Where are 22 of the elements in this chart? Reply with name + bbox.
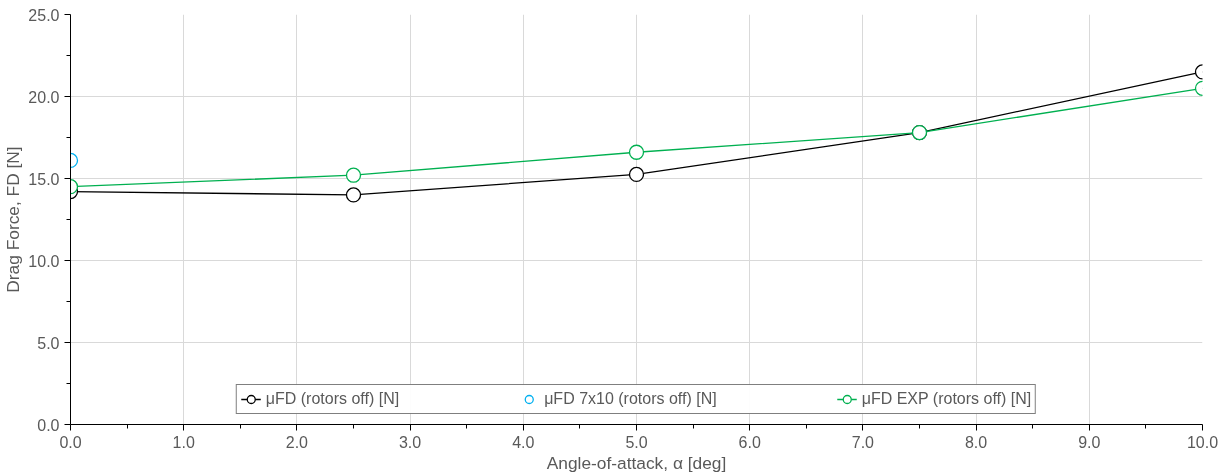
x-tick-label: 1.0	[172, 433, 195, 451]
legend-label: μFD EXP (rotors off) [N]	[861, 390, 1032, 408]
y-axis-title: Drag Force, FD [N]	[3, 146, 24, 293]
x-tick-label: 4.0	[512, 433, 535, 451]
x-tick-label: 7.0	[851, 433, 875, 451]
y-tick-label: 25.0	[28, 6, 60, 24]
x-tick-label: 5.0	[625, 433, 648, 451]
y-tick-label: 10.0	[28, 252, 60, 270]
x-tick-label: 3.0	[398, 433, 422, 451]
y-tick-label: 15.0	[28, 170, 60, 188]
x-tick-label: 9.0	[1078, 433, 1101, 451]
x-tick-label: 8.0	[964, 433, 988, 451]
x-tick-label: 10.0	[1186, 433, 1219, 451]
legend-label: μFD (rotors off) [N]	[265, 390, 400, 408]
x-tick-label: 6.0	[738, 433, 761, 451]
legend-label: μFD 7x10 (rotors off) [N]	[544, 390, 717, 408]
x-axis-title: Angle-of-attack, α [deg]	[546, 452, 727, 473]
y-tick-label: 20.0	[28, 88, 60, 106]
x-tick-label: 0.0	[59, 433, 82, 451]
y-tick-label: 0.0	[37, 416, 60, 434]
y-tick-label: 5.0	[37, 334, 60, 352]
x-tick-label: 2.0	[285, 433, 309, 451]
